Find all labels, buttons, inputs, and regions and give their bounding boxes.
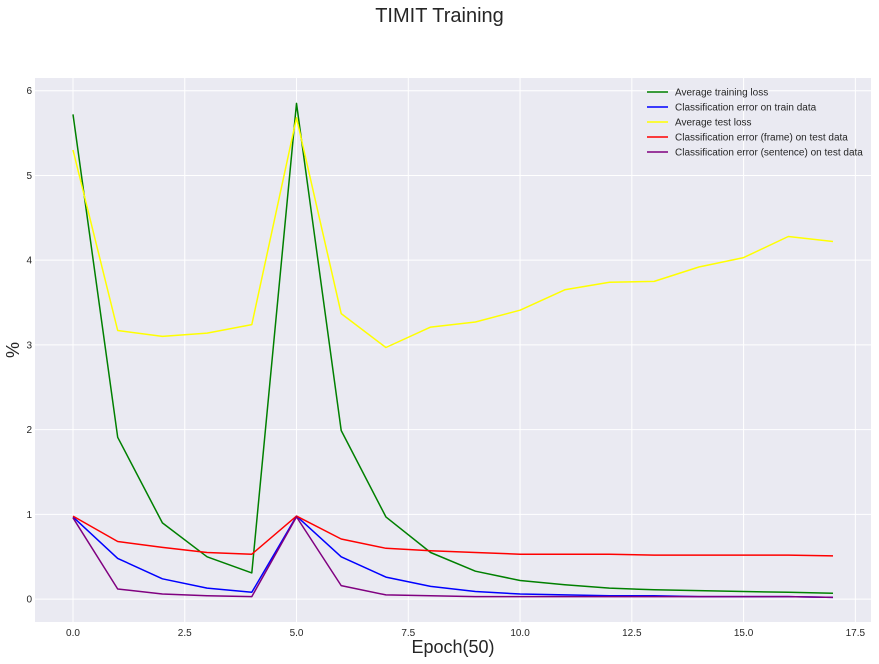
y-tick-label: 1 <box>26 510 32 521</box>
x-tick-label: 0.0 <box>66 628 80 639</box>
x-axis-ticks: 0.0 2.5 5.0 7.5 10.0 12.5 15.0 17.5 <box>66 628 865 639</box>
x-tick-label: 12.5 <box>622 628 642 639</box>
x-tick-label: 2.5 <box>178 628 192 639</box>
x-tick-label: 10.0 <box>510 628 530 639</box>
series-lines <box>72 102 834 599</box>
legend-entry: Classification error (frame) on test dat… <box>675 133 848 144</box>
x-tick-label: 5.0 <box>290 628 304 639</box>
x-axis-label: Epoch(50) <box>411 637 494 657</box>
y-axis-label: % <box>3 342 23 358</box>
y-tick-label: 5 <box>26 171 32 182</box>
grid-lines <box>35 78 871 622</box>
x-tick-label: 7.5 <box>401 628 415 639</box>
y-tick-label: 6 <box>26 86 32 97</box>
series-line-5 <box>72 516 834 599</box>
legend: Average training loss Classification erro… <box>647 88 863 159</box>
series-line-4 <box>72 515 834 557</box>
y-tick-label: 3 <box>26 340 32 351</box>
y-tick-label: 0 <box>26 595 32 606</box>
legend-entry: Classification error on train data <box>675 103 817 114</box>
series-line-3 <box>72 117 834 349</box>
legend-entry: Classification error (sentence) on test … <box>675 148 863 159</box>
y-axis-ticks: 0 1 2 3 4 5 6 <box>26 86 32 605</box>
x-tick-label: 17.5 <box>846 628 866 639</box>
legend-entry: Average test loss <box>675 118 752 129</box>
chart-title: TIMIT Training <box>375 5 504 27</box>
plot-area <box>35 78 871 622</box>
x-tick-label: 15.0 <box>734 628 754 639</box>
y-tick-label: 2 <box>26 425 32 436</box>
legend-entry: Average training loss <box>675 88 768 99</box>
y-tick-label: 4 <box>26 256 32 267</box>
